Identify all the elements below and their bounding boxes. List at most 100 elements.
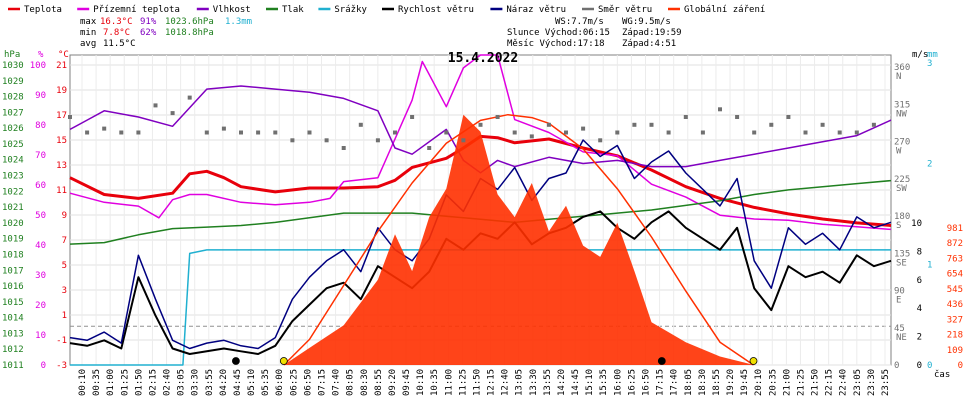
chart-legend: Teplota Přízemní teplota Vlhkost Tlak Srážky… [8,5,765,15]
tick-time: 20:10 [754,369,764,396]
series-9-point-33 [632,122,637,127]
legend-label: Teplota [24,5,62,15]
tick-temp: 7 [62,236,67,246]
tick-dir: 270 [894,138,910,148]
sun-moon-marker-3 [657,357,666,365]
legend-item-0: Teplota [8,5,62,15]
axis-ticks: 21191715131197531-1-31009080706050403020… [2,59,963,396]
stat-max-rain: 1.3mm [225,17,252,27]
tick-time: 21:50 [811,369,821,396]
stat-sun-rise: Slunce Východ:06:15 [507,28,610,38]
axis-title-ms: m/s [912,50,928,60]
tick-time: 01:00 [106,369,116,396]
tick-mm: 1 [927,260,932,270]
axis-title-mm: mm [927,50,938,60]
series-9-point-47 [871,122,876,127]
series-9-point-24 [478,122,483,127]
sun-moon-marker-1 [749,357,758,365]
legend-item-7: Směr větru [582,5,652,15]
axis-title-hpa: hPa [4,50,20,60]
series-9-point-32 [615,130,620,135]
tick-time: 22:40 [839,369,849,396]
series-9-point-45 [837,130,842,135]
tick-time: 10:35 [430,369,440,396]
tick-rad: 654 [947,270,963,280]
stat-avg-temp: 11.5°C [103,39,136,49]
tick-rad: 872 [947,239,963,249]
tick-time: 15:35 [599,369,609,396]
axis-title-time: čas [934,369,950,380]
series-9-point-2 [102,126,107,131]
tick-temp: 11 [56,186,67,196]
tick-hpa: 1026 [2,124,24,134]
tick-time: 09:45 [402,369,412,396]
tick-time: 07:15 [317,369,327,396]
tick-time: 01:50 [134,369,144,396]
tick-temp: -1 [56,336,67,346]
axis-title-pct: % [38,50,44,60]
series-7 [70,114,891,365]
tick-time: 19:45 [740,369,750,396]
tick-time: 11:25 [458,369,468,396]
legend-label: Přízemní teplota [93,5,180,15]
tick-dir: 45 [894,324,905,334]
tick-mm: 0 [927,361,932,371]
tick-time: 17:15 [656,369,666,396]
tick-hpa: 1022 [2,187,24,197]
tick-time: 13:05 [515,369,525,396]
tick-time: 10:10 [416,369,426,396]
series-9-point-13 [290,138,295,143]
tick-pct: 50 [35,211,46,221]
tick-time: 23:05 [853,369,863,396]
legend-label: Vlhkost [213,5,251,15]
series-1 [69,54,892,231]
series-9-point-14 [307,130,312,135]
tick-time: 20:35 [768,369,778,396]
tick-dir-letter: NW [896,109,907,119]
tick-time: 03:30 [191,369,201,396]
series-9-point-0 [68,115,72,119]
series-9-point-10 [239,130,243,135]
tick-pct: 30 [35,271,46,281]
stat-sun-set: Západ:19:59 [622,28,682,38]
tick-time: 04:20 [219,369,229,396]
stat-max-label: max [80,17,97,27]
tick-time: 18:05 [684,369,694,396]
tick-time: 14:20 [557,369,567,396]
tick-time: 11:50 [472,369,482,396]
stat-min-label: min [80,28,96,38]
tick-time: 06:50 [303,369,313,396]
tick-pct: 40 [35,241,46,251]
series-9-point-20 [410,115,415,119]
tick-hpa: 1016 [2,282,24,292]
tick-rad: 981 [947,224,963,234]
series-9-point-15 [324,138,329,143]
tick-time: 05:35 [261,369,271,396]
tick-hpa: 1027 [2,108,24,118]
series-9-point-16 [341,146,346,150]
sun-moon-marker-0 [279,357,288,365]
tick-ms: 2 [917,333,922,343]
series-9-point-35 [666,130,671,135]
tick-time: 21:25 [796,369,806,396]
legend-item-8: Globální záření [668,5,765,15]
tick-time: 16:50 [642,369,652,396]
series-9-point-22 [444,130,449,135]
tick-time: 00:10 [78,369,88,396]
tick-dir: 315 [894,100,910,110]
series-9-point-9 [221,126,226,131]
tick-dir-letter: SW [896,184,907,194]
tick-time: 13:55 [543,369,553,396]
legend-item-5: Rychlost větru [382,5,474,15]
tick-time: 06:25 [289,369,299,396]
tick-pct: 90 [35,91,46,101]
series-9-point-23 [461,138,466,143]
tick-hpa: 1023 [2,172,24,182]
axis-title-temp: °C [58,50,69,60]
tick-time: 07:40 [332,369,342,396]
tick-rad: 763 [947,254,963,264]
tick-time: 00:35 [92,369,102,396]
tick-hpa: 1025 [2,140,24,150]
tick-pct: 60 [35,181,46,191]
series-9-point-44 [820,122,825,127]
